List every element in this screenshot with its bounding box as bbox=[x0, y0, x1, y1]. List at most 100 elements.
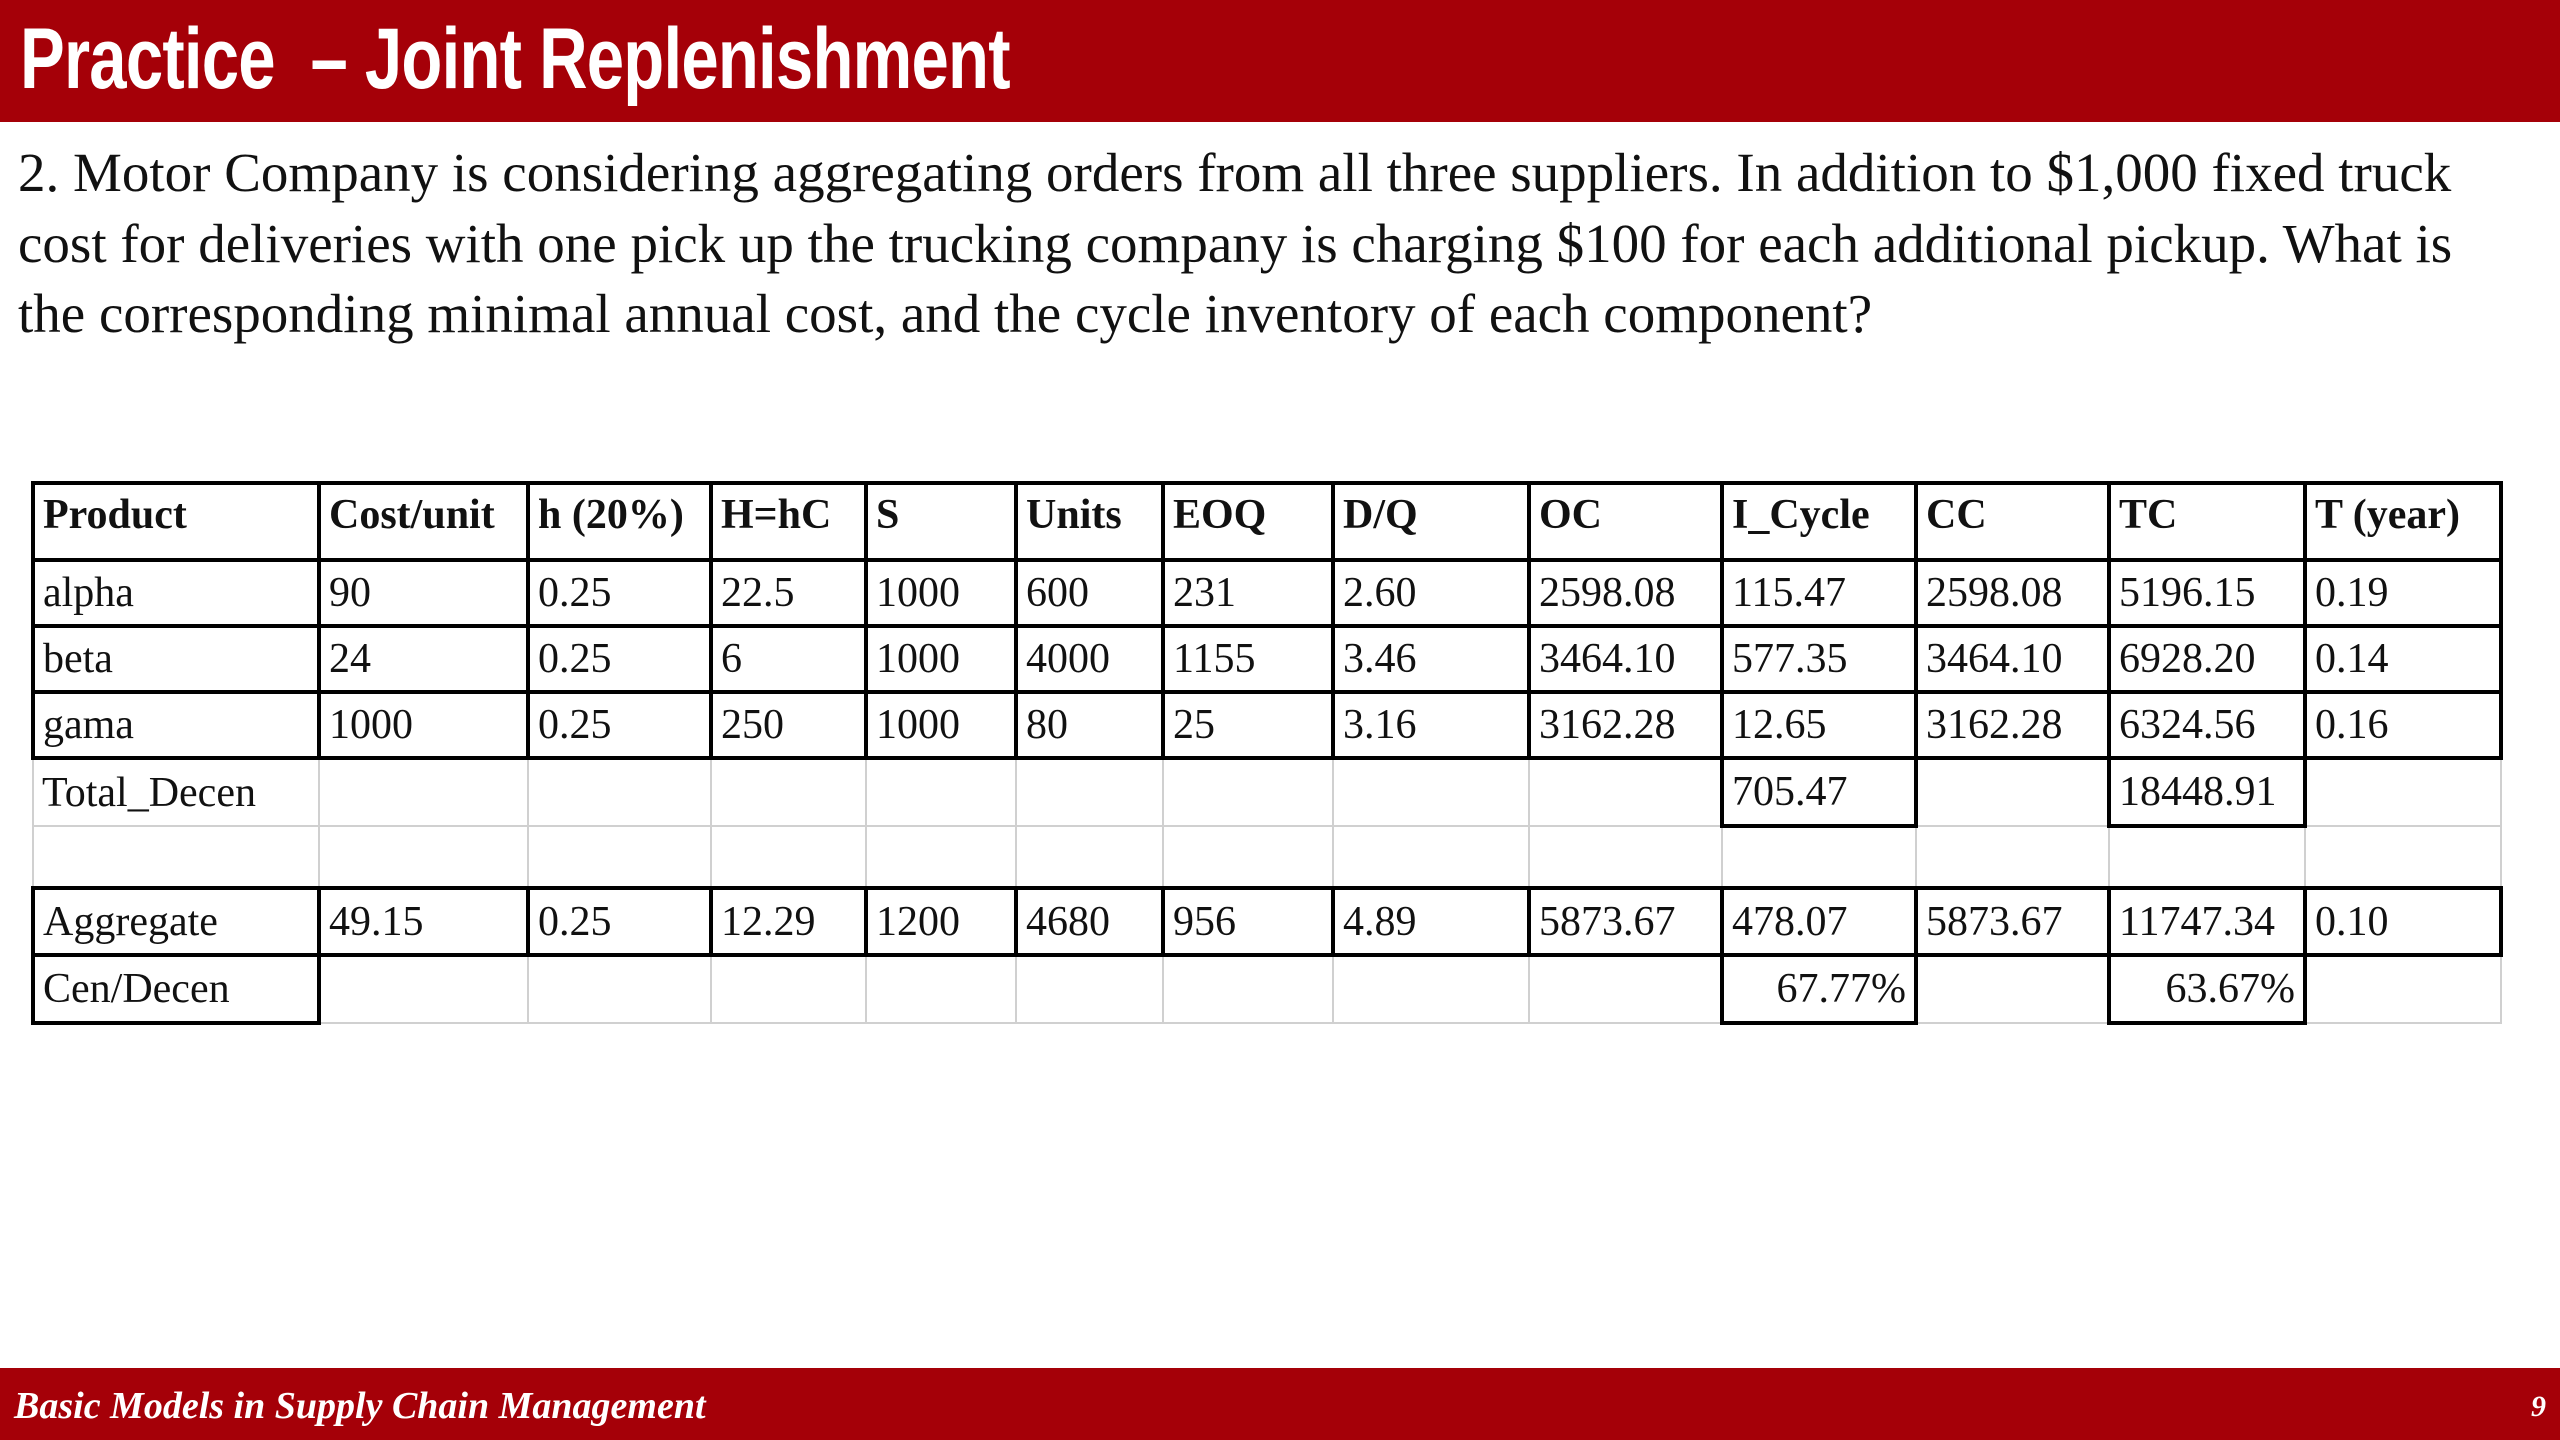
table-cell: 18448.91 bbox=[2107, 756, 2307, 828]
table-cell: 4.89 bbox=[1331, 886, 1531, 957]
table-cell: Cen/Decen bbox=[31, 953, 321, 1025]
table-row: Aggregate 49.15 0.25 12.29 1200 4680 956 4.89 58… bbox=[31, 886, 2503, 957]
table-cell: 67.77% bbox=[1720, 953, 1918, 1025]
table-cell: 25 bbox=[1161, 690, 1335, 760]
data-table: Product Cost/unit h (20%) H=hC S Units EOQ D/Q O… bbox=[31, 481, 2503, 1025]
table-cell: 231 bbox=[1161, 558, 1335, 628]
table-cell: 705.47 bbox=[1720, 756, 1918, 828]
table-cell: 2598.08 bbox=[1914, 558, 2111, 628]
table-cell: 5196.15 bbox=[2107, 558, 2307, 628]
table-cell bbox=[865, 757, 1017, 827]
footer-text: Basic Models in Supply Chain Management bbox=[14, 1385, 706, 1427]
table-cell: D/Q bbox=[1331, 481, 1531, 562]
table-cell: 1000 bbox=[317, 690, 530, 760]
table-row: gama 1000 0.25 250 1000 80 25 3.16 3162.28 12.65 3… bbox=[31, 690, 2503, 760]
table-cell bbox=[1528, 757, 1723, 827]
slide-title: Practice – Joint Replenishment bbox=[20, 11, 1011, 107]
table-cell: Product bbox=[31, 481, 321, 562]
table-cell bbox=[1332, 757, 1530, 827]
table-cell: S bbox=[864, 481, 1018, 562]
table-cell bbox=[1015, 825, 1164, 889]
table-cell: 63.67% bbox=[2107, 953, 2307, 1025]
table-cell bbox=[1015, 757, 1164, 827]
table-cell bbox=[318, 954, 529, 1024]
table-cell: 3464.10 bbox=[1527, 624, 1724, 694]
table-cell: 0.16 bbox=[2303, 690, 2503, 760]
table-cell: 956 bbox=[1161, 886, 1335, 957]
table-cell: TC bbox=[2107, 481, 2307, 562]
table-cell: 6928.20 bbox=[2107, 624, 2307, 694]
table-cell: 24 bbox=[317, 624, 530, 694]
table-cell: 3.46 bbox=[1331, 624, 1531, 694]
table-cell: H=hC bbox=[709, 481, 868, 562]
table-cell bbox=[1915, 825, 2110, 889]
table-cell: 90 bbox=[317, 558, 530, 628]
table-cell bbox=[2108, 825, 2306, 889]
table-cell: Units bbox=[1014, 481, 1165, 562]
table-cell bbox=[1915, 954, 2110, 1024]
table-cell: 250 bbox=[709, 690, 868, 760]
table-cell bbox=[1915, 757, 2110, 827]
table-cell bbox=[2304, 954, 2502, 1024]
table-cell: 115.47 bbox=[1720, 558, 1918, 628]
table-cell bbox=[710, 954, 867, 1024]
table-cell: 600 bbox=[1014, 558, 1165, 628]
table-cell: 0.19 bbox=[2303, 558, 2503, 628]
table-cell bbox=[710, 757, 867, 827]
table-cell bbox=[527, 825, 712, 889]
table-cell bbox=[2304, 757, 2502, 827]
table-cell: Total_Decen bbox=[32, 757, 320, 827]
table-cell: 49.15 bbox=[317, 886, 530, 957]
table-cell: 478.07 bbox=[1720, 886, 1918, 957]
table-cell: T (year) bbox=[2303, 481, 2503, 562]
table-cell: 0.25 bbox=[526, 558, 713, 628]
table-cell: 1000 bbox=[864, 558, 1018, 628]
table-cell: gama bbox=[31, 690, 321, 760]
table-cell bbox=[527, 954, 712, 1024]
header-row: Product Cost/unit h (20%) H=hC S Units EOQ D/Q O… bbox=[31, 481, 2503, 562]
table-cell bbox=[318, 825, 529, 889]
table-cell: Aggregate bbox=[31, 886, 321, 957]
table-cell: 2598.08 bbox=[1527, 558, 1724, 628]
table-cell: 0.25 bbox=[526, 886, 713, 957]
table-cell bbox=[1162, 954, 1334, 1024]
table-cell: 0.25 bbox=[526, 624, 713, 694]
footer-bar: Basic Models in Supply Chain Management … bbox=[0, 1368, 2560, 1440]
table-cell: 0.10 bbox=[2303, 886, 2503, 957]
table-cell: h (20%) bbox=[526, 481, 713, 562]
table-cell bbox=[865, 825, 1017, 889]
table-cell bbox=[1015, 954, 1164, 1024]
table-cell: 11747.34 bbox=[2107, 886, 2307, 957]
table-row: beta 24 0.25 6 1000 4000 1155 3.46 3464.10 577.35… bbox=[31, 624, 2503, 694]
table-cell: 577.35 bbox=[1720, 624, 1918, 694]
table-row bbox=[32, 825, 2502, 889]
table-cell: beta bbox=[31, 624, 321, 694]
table-cell bbox=[318, 757, 529, 827]
table-cell: 6324.56 bbox=[2107, 690, 2307, 760]
question-text: 2. Motor Company is considering aggregat… bbox=[18, 142, 2453, 344]
table-cell: 6 bbox=[709, 624, 868, 694]
table-cell bbox=[865, 954, 1017, 1024]
table-cell bbox=[1162, 757, 1334, 827]
table-cell: 5873.67 bbox=[1914, 886, 2111, 957]
table-cell bbox=[1332, 825, 1530, 889]
table-cell: 5873.67 bbox=[1527, 886, 1724, 957]
table-row: Cen/Decen 67.77% 63.67% bbox=[31, 953, 2502, 1025]
table-cell: 1200 bbox=[864, 886, 1018, 957]
title-bar: Practice – Joint Replenishment bbox=[0, 0, 2560, 122]
table-cell: 3.16 bbox=[1331, 690, 1531, 760]
table-cell: 3464.10 bbox=[1914, 624, 2111, 694]
table-cell bbox=[1332, 954, 1530, 1024]
table-cell: 80 bbox=[1014, 690, 1165, 760]
table-cell: 0.14 bbox=[2303, 624, 2503, 694]
table-cell: I_Cycle bbox=[1720, 481, 1918, 562]
table-cell bbox=[2304, 825, 2502, 889]
table-cell: alpha bbox=[31, 558, 321, 628]
table-row: alpha 90 0.25 22.5 1000 600 231 2.60 2598.08 115.… bbox=[31, 558, 2503, 628]
table-cell bbox=[527, 757, 712, 827]
table-cell bbox=[1721, 825, 1917, 889]
table-row: Total_Decen 705.47 18448.91 bbox=[32, 756, 2502, 828]
table-cell bbox=[32, 825, 320, 889]
table-cell: 1000 bbox=[864, 690, 1018, 760]
